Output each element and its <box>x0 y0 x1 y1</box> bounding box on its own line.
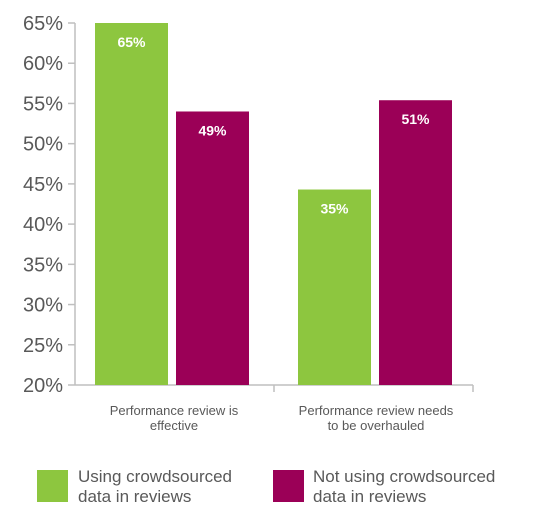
legend-label-line: data in reviews <box>78 487 191 506</box>
y-tick-label: 35% <box>23 254 63 276</box>
bars <box>95 23 452 385</box>
y-tick-label: 45% <box>23 174 63 196</box>
legend-label-line: Not using crowdsourced <box>313 467 495 486</box>
data-label-series-2-category-1: 49% <box>198 122 227 138</box>
data-label-series-1-category-2: 35% <box>320 201 349 217</box>
data-label-series-2-category-2: 51% <box>401 111 430 127</box>
y-tick-label: 25% <box>23 335 63 357</box>
bar-series-2-category-1 <box>176 111 249 385</box>
y-tick-label: 50% <box>23 134 63 156</box>
y-tick-label: 40% <box>23 214 63 236</box>
legend-swatch-2 <box>273 470 304 502</box>
category-label-1: Performance review is effective <box>110 403 239 433</box>
y-tick-label: 20% <box>23 375 63 397</box>
category-label-2: Performance review needs to be overhauled <box>299 403 454 433</box>
category-labels: Performance review is effectivePerformanc… <box>110 403 454 433</box>
y-tick-label: 60% <box>23 53 63 75</box>
legend-label-1: Using crowdsourced data in reviews <box>78 467 232 506</box>
y-tick-label: 55% <box>23 93 63 115</box>
category-label-line: Performance review is <box>110 403 239 418</box>
category-label-line: Performance review needs <box>299 403 454 418</box>
category-label-line: effective <box>150 418 198 433</box>
legend-swatch-1 <box>37 470 68 502</box>
data-label-series-1-category-1: 65% <box>117 34 146 50</box>
legend-label-line: Using crowdsourced <box>78 467 232 486</box>
data-labels: 65% 35% 49% 51% <box>117 34 430 217</box>
y-tick-label: 30% <box>23 295 63 317</box>
x-axis <box>75 384 474 392</box>
category-label-line: to be overhauled <box>328 418 425 433</box>
y-tick-label: 65% <box>23 13 63 35</box>
bar-series-1-category-1 <box>95 23 168 385</box>
bar-series-2-category-2 <box>379 100 452 385</box>
bar-series-1-category-2 <box>298 189 371 385</box>
legend-label-line: data in reviews <box>313 487 426 506</box>
legend-label-2: Not using crowdsourced data in reviews <box>313 467 495 506</box>
y-axis: 20% 25% 30% 35% 40% 45% 50% 55% 60% 65% <box>23 13 76 397</box>
